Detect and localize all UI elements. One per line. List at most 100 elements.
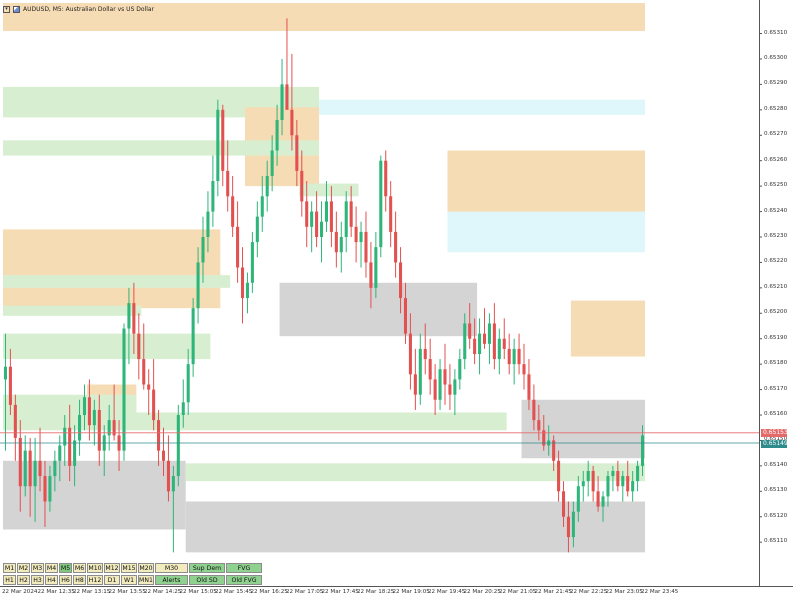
tf-button-m1[interactable]: M1	[3, 563, 16, 573]
candle-body	[171, 476, 175, 492]
candle-body	[250, 242, 254, 283]
tf-button-mn1[interactable]: MN1	[138, 575, 154, 585]
candle-body	[13, 404, 17, 438]
tf-button-h12[interactable]: H12	[87, 575, 103, 585]
candle-body	[23, 450, 27, 487]
tf-button-m6[interactable]: M6	[73, 563, 86, 573]
tf-button-sup-dem[interactable]: Sup Dem	[189, 563, 225, 573]
tf-button-h8[interactable]: H8	[73, 575, 86, 585]
candle	[433, 364, 437, 416]
candle-body	[502, 338, 506, 349]
candle-body	[581, 481, 585, 487]
tf-button-w1[interactable]: W1	[121, 575, 137, 585]
candle	[23, 435, 27, 497]
candle-body	[33, 460, 37, 487]
time-tick-label: 22 Mar 19:45	[428, 589, 466, 595]
candle	[408, 313, 412, 390]
tf-button-m20[interactable]: M20	[138, 563, 154, 573]
price-tick-label: 0.65230	[764, 232, 788, 239]
candle	[157, 409, 161, 466]
candle	[324, 181, 329, 232]
chart-type-icon[interactable]	[13, 5, 20, 13]
candle-body	[196, 262, 200, 309]
candle	[636, 460, 640, 492]
tf-button-m4[interactable]: M4	[45, 563, 58, 573]
time-tick-label: 22 Mar 13:55	[108, 589, 146, 595]
candle-body	[275, 119, 279, 151]
price-tick-label: 0.65260	[764, 156, 788, 163]
candle-body	[18, 437, 22, 487]
candle-body	[334, 231, 338, 253]
candle	[176, 404, 180, 487]
tf-button-h1[interactable]: H1	[3, 575, 16, 585]
candle-body	[48, 476, 52, 502]
tf-button-m15[interactable]: M15	[121, 563, 137, 573]
candle	[147, 369, 151, 416]
old-zone	[185, 501, 645, 553]
candle	[512, 338, 516, 385]
time-axis[interactable]: 22 Mar 2024 22 Mar 12:35 22 Mar 13:15 22 Ma…	[0, 587, 793, 600]
candle	[334, 211, 338, 268]
time-tick-label: 22 Mar 23:45	[641, 589, 679, 595]
candle	[394, 211, 398, 278]
candle-body	[571, 511, 575, 538]
candle-body	[576, 486, 580, 512]
candle-body	[240, 267, 245, 299]
tf-button-m3[interactable]: M3	[31, 563, 44, 573]
tf-button-h4[interactable]: H4	[45, 575, 58, 585]
tf-button-fvg[interactable]: FVG	[226, 563, 262, 573]
candle-body	[236, 226, 240, 268]
candle	[428, 338, 432, 395]
candle-body	[512, 348, 516, 365]
price-tick-label: 0.65290	[764, 80, 788, 87]
candle-body	[58, 445, 62, 461]
price-tick-label: 0.65310	[764, 29, 788, 36]
tf-button-alerts[interactable]: Alerts	[155, 575, 188, 585]
candle	[265, 160, 269, 212]
candle-body	[78, 415, 82, 441]
candle-body	[92, 409, 96, 426]
candle-body	[611, 470, 615, 477]
candle	[626, 460, 630, 497]
tf-button-h6[interactable]: H6	[59, 575, 72, 585]
price-axis[interactable]: 0.65310 0.65300 0.65290 0.65280 0.65270 0.652…	[759, 0, 793, 587]
candle	[33, 437, 37, 522]
tf-button-m10[interactable]: M10	[87, 563, 103, 573]
candle-body	[507, 348, 511, 365]
candle	[438, 359, 442, 410]
candle-body	[408, 333, 412, 375]
candle-body	[280, 84, 284, 120]
tf-button-m2[interactable]: M2	[17, 563, 30, 573]
candle-body	[137, 333, 141, 360]
candle-body	[403, 298, 408, 334]
candle	[443, 343, 447, 405]
candle-body	[305, 201, 309, 227]
time-tick-label: 22 Mar 14:25	[144, 589, 182, 595]
tf-button-h3[interactable]: H3	[31, 575, 44, 585]
candle	[359, 221, 363, 268]
tf-button-m30[interactable]: M30	[155, 563, 188, 573]
candle-body	[157, 420, 161, 451]
candle-body	[28, 450, 32, 487]
tf-button-m5[interactable]: M5	[59, 563, 72, 573]
candle	[231, 175, 235, 237]
candle	[18, 420, 22, 512]
candle-body	[626, 476, 630, 492]
candle-body	[132, 303, 136, 334]
candle	[221, 104, 225, 187]
candle	[226, 140, 230, 212]
candle	[369, 242, 373, 309]
candle	[571, 501, 575, 548]
candle-body	[601, 496, 605, 507]
tf-button-h2[interactable]: H2	[17, 575, 30, 585]
tf-button-old-sd[interactable]: Old SD	[189, 575, 225, 585]
candle	[473, 318, 477, 365]
chart-menu-icon[interactable]: ▾	[3, 5, 10, 13]
tf-button-d1[interactable]: D1	[104, 575, 120, 585]
candle	[601, 491, 605, 522]
tf-button-m12[interactable]: M12	[104, 563, 120, 573]
tf-button-old-fvg[interactable]: Old FVG	[226, 575, 262, 585]
candle	[260, 175, 264, 232]
